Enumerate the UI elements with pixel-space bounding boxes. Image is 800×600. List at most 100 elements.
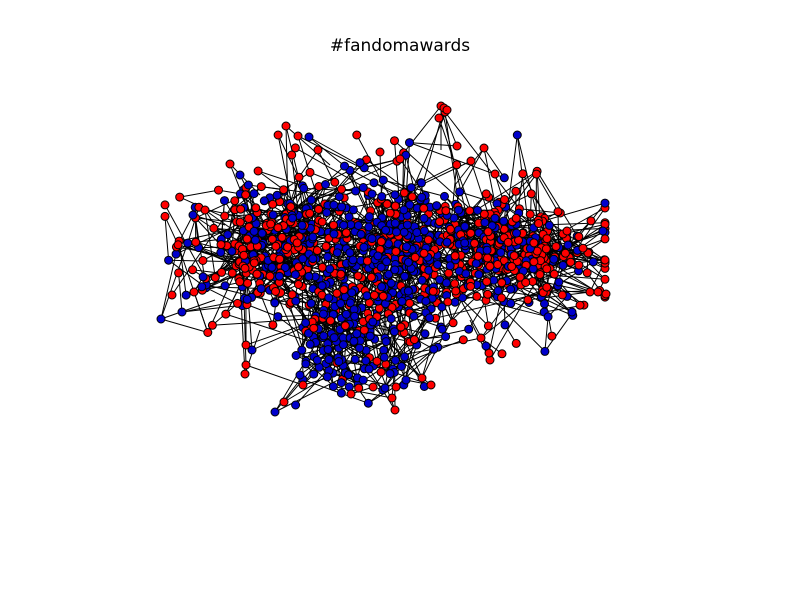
graph-node [397,362,406,371]
graph-node [308,232,318,242]
graph-node [268,210,278,220]
graph-node [373,251,383,261]
graph-node [465,206,475,216]
graph-node [317,262,327,272]
graph-node [428,286,438,296]
graph-node [233,298,242,308]
graph-node [376,367,386,377]
graph-node [386,314,396,324]
graph-node [293,131,303,141]
graph-title: #fandomawards [329,36,471,56]
graph-node [294,280,303,289]
graph-node [312,355,322,365]
graph-edge [297,135,330,233]
graph-node [272,190,282,200]
graph-node [198,256,208,265]
graph-edge [536,171,578,237]
graph-node [515,272,525,282]
graph-node [562,226,572,236]
graph-node [432,201,442,211]
graph-edge [193,291,209,333]
graph-node [433,260,442,269]
graph-node [575,300,585,310]
graph-node [399,227,409,237]
graph-edge [414,336,446,341]
graph-node [521,278,531,287]
graph-node [355,158,365,168]
graph-node [452,141,462,151]
graph-node [340,321,350,331]
graph-edge [444,111,520,210]
graph-edge [160,299,216,320]
graph-node [391,355,400,365]
graph-node [326,316,335,326]
graph-node [298,380,308,390]
graph-node [403,286,413,296]
graph-node [336,269,346,279]
graph-node [441,332,451,342]
graph-node [241,360,251,370]
graph-node [339,285,349,295]
graph-node [280,263,290,272]
graph-node [435,217,445,227]
graph-node [434,113,444,123]
graph-node [368,317,378,327]
graph-node [354,383,364,393]
graph-node [390,265,400,275]
graph-node [369,178,379,188]
graph-node [417,275,427,285]
graph-node [598,226,608,236]
graph-node [364,212,374,222]
graph-node [474,270,484,279]
graph-node [188,265,198,275]
graph-node [476,333,486,343]
graph-node [402,242,411,252]
graph-node [399,205,409,215]
graph-node [385,369,395,379]
graph-node [529,238,539,248]
graph-node [454,205,464,215]
graph-node [382,257,392,267]
graph-node [390,136,399,146]
graph-node [364,222,374,232]
graph-node [417,178,426,188]
graph-node [291,351,301,360]
graph-node [175,192,185,202]
graph-node [493,286,503,296]
graph-node [322,208,332,218]
graph-node [378,175,388,185]
graph-node [437,324,447,334]
graph-node [203,328,213,337]
graph-node [391,247,401,256]
graph-node [526,189,536,199]
graph-edge [480,299,529,339]
graph-node [417,192,427,202]
graph-node [409,311,419,321]
graph-edge [535,173,559,212]
graph-node [549,254,559,264]
graph-node [207,320,217,330]
graph-node [257,228,267,238]
graph-edge [171,193,241,296]
graph-node [403,257,413,267]
graph-node [600,274,610,284]
graph-node [567,307,577,317]
graph-node [542,234,552,244]
graph-node [547,331,557,341]
graph-node [359,325,369,335]
graph-edge [441,296,478,330]
graph-node [442,278,451,288]
graph-node [324,293,334,303]
graph-node [511,186,521,196]
graph-node [409,335,419,345]
graph-node [241,190,251,200]
graph-node [574,232,584,242]
graph-edge [201,248,316,288]
graph-node [271,241,281,251]
graph-node [586,216,596,226]
graph-node [464,324,474,334]
graph-node [329,333,339,343]
graph-node [544,220,554,230]
graph-node [540,346,550,356]
graph-node [405,298,415,308]
